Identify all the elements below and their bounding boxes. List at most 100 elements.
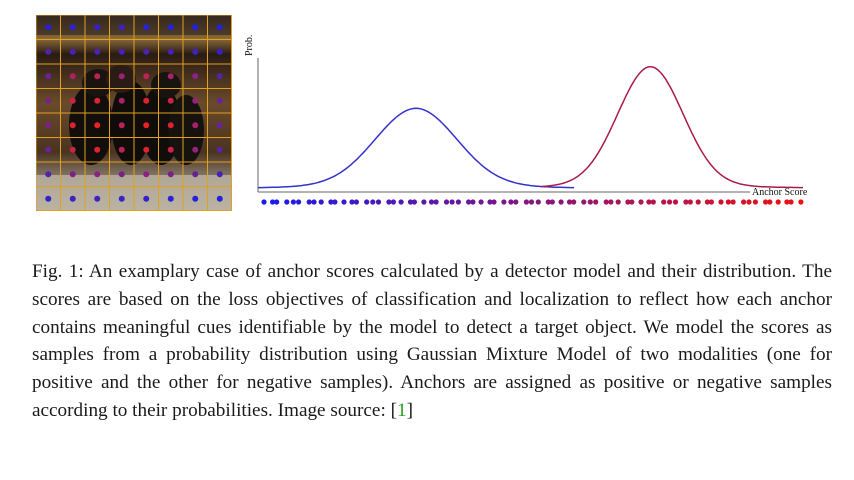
anchor-dot — [192, 97, 199, 104]
anchor-dot — [192, 122, 199, 129]
anchor-dot — [45, 195, 52, 202]
score-dot — [767, 199, 773, 205]
score-dot — [615, 199, 621, 205]
score-dot — [411, 199, 417, 205]
anchor-dot — [118, 171, 125, 178]
score-dot — [421, 199, 427, 205]
anchor-dot — [69, 97, 76, 104]
anchor-dot — [143, 24, 150, 31]
caption-close-bracket: ] — [406, 399, 413, 421]
anchor-dot — [167, 24, 174, 31]
citation-link[interactable]: 1 — [396, 399, 407, 421]
curves — [258, 65, 803, 189]
score-dots — [261, 199, 804, 205]
score-dot — [523, 199, 529, 205]
score-dot — [763, 199, 769, 205]
anchor-dot — [69, 195, 76, 202]
score-dot — [571, 199, 577, 205]
anchor-dot — [143, 195, 150, 202]
grid-dots — [45, 24, 223, 202]
score-dot — [501, 199, 507, 205]
bear-cub-1-head — [82, 69, 114, 97]
anchor-dot — [94, 146, 101, 153]
score-dot — [603, 199, 609, 205]
score-dot — [508, 199, 514, 205]
score-dot — [513, 199, 519, 205]
score-dot — [328, 199, 334, 205]
score-dot — [535, 199, 541, 205]
anchor-dot — [118, 48, 125, 55]
score-dot — [386, 199, 392, 205]
distribution-plot: Prob. Anchor Score — [244, 35, 808, 205]
anchor-dot — [94, 24, 101, 31]
caption-text: Fig. 1: An examplary case of anchor scor… — [32, 261, 832, 421]
anchor-dot — [45, 171, 52, 178]
anchor-dot — [192, 171, 199, 178]
score-dot — [683, 199, 689, 205]
score-dot — [318, 199, 324, 205]
score-dot — [341, 199, 347, 205]
score-dot — [650, 199, 656, 205]
anchor-dot — [216, 24, 223, 31]
anchor-dot — [45, 122, 52, 129]
figure: Prob. Anchor Score — [0, 0, 854, 230]
score-dot — [672, 199, 679, 205]
anchor-dot — [167, 171, 174, 178]
score-dot — [274, 199, 280, 205]
score-dot — [364, 199, 370, 205]
score-dot — [443, 199, 450, 205]
anchor-dot — [69, 122, 76, 129]
anchor-dot — [45, 97, 52, 104]
anchor-dot — [216, 146, 223, 153]
anchor-dot — [167, 48, 174, 55]
score-dot — [290, 199, 296, 205]
score-dot — [545, 199, 551, 205]
score-dot — [581, 199, 587, 205]
score-dot — [528, 199, 535, 205]
score-dot — [428, 199, 435, 205]
anchor-dot — [167, 195, 174, 202]
anchor-dot — [118, 195, 125, 202]
score-dot — [558, 199, 564, 205]
anchor-dot — [94, 195, 101, 202]
score-dot — [661, 199, 667, 205]
anchor-dot — [94, 122, 101, 129]
anchor-dot — [45, 48, 52, 55]
anchor-dot — [167, 122, 174, 129]
anchor-dot — [94, 97, 101, 104]
anchor-dot — [192, 195, 199, 202]
score-dot — [332, 199, 338, 205]
anchor-dot — [45, 24, 52, 31]
anchor-dot — [216, 48, 223, 55]
anchor-dot — [143, 122, 150, 129]
score-dot — [466, 199, 472, 205]
score-dot — [455, 199, 461, 205]
score-dot — [625, 199, 631, 205]
score-dot — [353, 199, 359, 205]
anchor-dot — [69, 171, 76, 178]
score-dot — [407, 199, 414, 205]
score-dot — [775, 199, 781, 205]
anchor-dot — [118, 24, 125, 31]
score-dot — [306, 199, 312, 205]
score-dot — [311, 199, 317, 205]
score-dot — [730, 199, 736, 205]
score-dot — [725, 199, 731, 205]
score-dot — [587, 199, 593, 205]
anchor-dot — [118, 97, 125, 104]
score-dot — [798, 199, 804, 205]
score-dot — [478, 199, 484, 205]
score-dot — [487, 199, 493, 205]
score-dot — [284, 199, 290, 205]
anchor-dot — [216, 97, 223, 104]
anchor-dot — [143, 146, 150, 153]
score-dot — [390, 199, 396, 205]
anchor-dot — [192, 73, 199, 80]
score-dot — [375, 199, 382, 205]
anchor-dot — [167, 146, 174, 153]
anchor-dot — [192, 146, 199, 153]
anchor-dot — [94, 73, 101, 80]
score-dot — [608, 199, 614, 205]
anchor-dot — [69, 24, 76, 31]
score-dot — [752, 199, 759, 205]
